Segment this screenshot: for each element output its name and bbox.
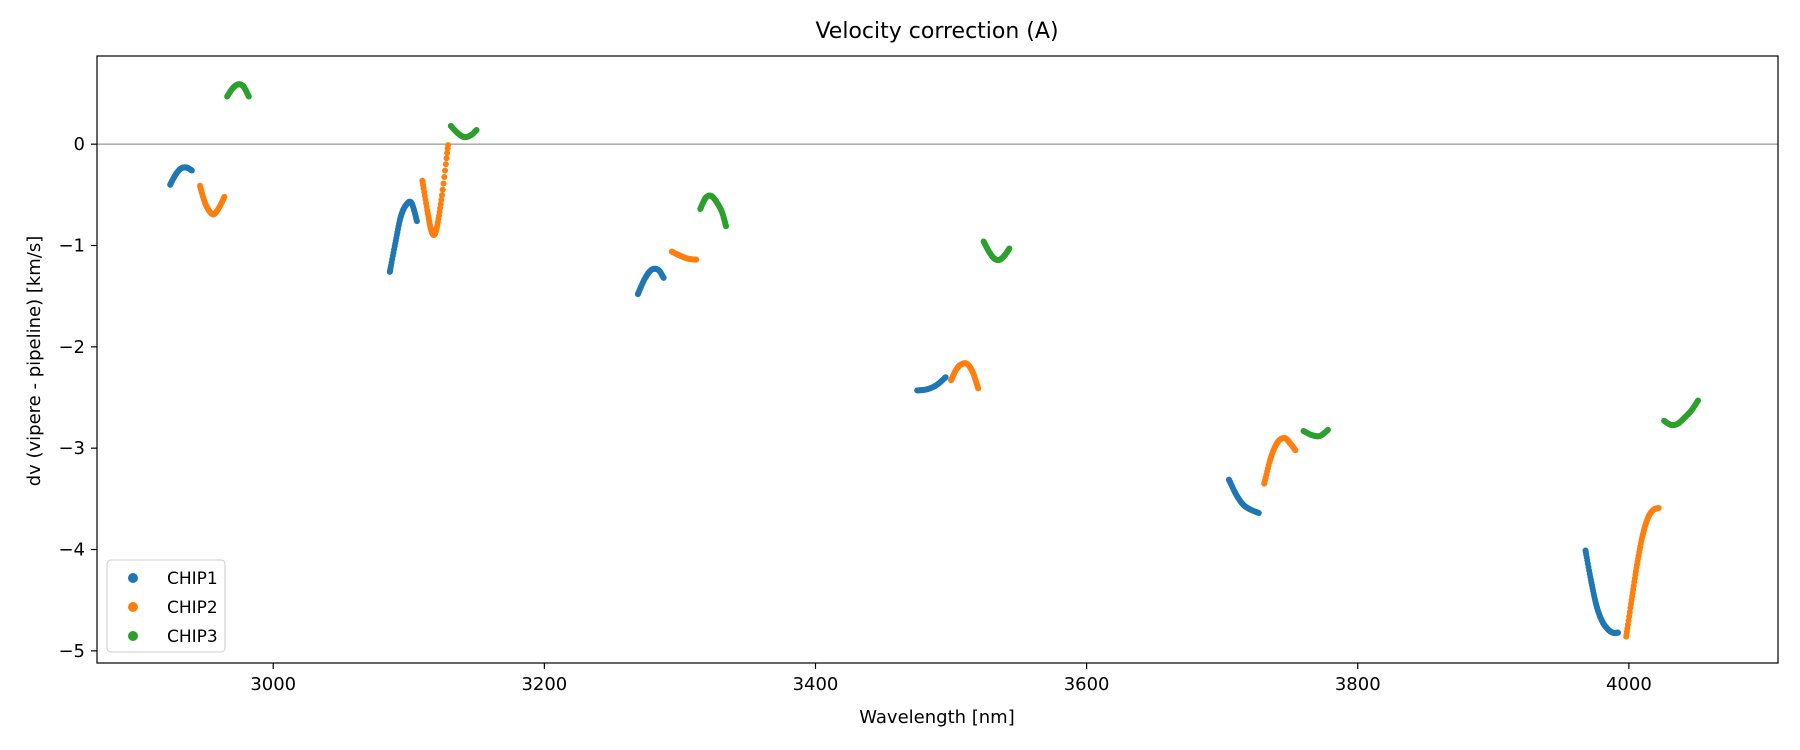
data-point: [245, 93, 252, 100]
axes-frame: [96, 55, 1779, 664]
legend: CHIP1 CHIP2 CHIP3: [106, 559, 226, 653]
data-point: [1655, 504, 1662, 511]
chart-title: Velocity correction (A): [815, 19, 1058, 44]
data-point: [942, 374, 949, 381]
x-axis-label: Wavelength [nm]: [859, 707, 1015, 728]
legend-label-chip1: CHIP1: [167, 569, 218, 589]
y-tick-label: −1: [58, 235, 85, 256]
y-tick-label: −4: [58, 540, 85, 561]
y-tick-label: 0: [74, 134, 85, 155]
x-tick-label: 3200: [521, 674, 567, 695]
series-chip1: [167, 164, 1622, 636]
data-point: [660, 274, 667, 281]
data-point: [439, 186, 446, 193]
data-point: [443, 155, 450, 162]
data-point: [441, 174, 448, 181]
y-tick-label: −5: [58, 641, 85, 662]
series-chip3: [224, 81, 1702, 440]
y-tick-label: −2: [58, 337, 85, 358]
y-axis-label: dv (vipere - pipeline) [km/s]: [24, 236, 45, 487]
x-tick-label: 3000: [250, 674, 296, 695]
data-point: [1324, 426, 1331, 433]
data-point: [1255, 510, 1262, 517]
x-tick-label: 4000: [1606, 674, 1652, 695]
data-point: [445, 142, 452, 149]
data-point: [221, 193, 228, 200]
data-point: [438, 196, 445, 203]
data-point: [440, 180, 447, 187]
data-point: [444, 149, 451, 156]
legend-marker-chip3: [128, 631, 138, 641]
x-tick-label: 3600: [1064, 674, 1110, 695]
data-point: [693, 256, 700, 263]
x-tick-label: 3400: [793, 674, 839, 695]
legend-box: [106, 559, 226, 653]
legend-label-chip3: CHIP3: [167, 627, 218, 647]
data-point: [188, 167, 195, 174]
data-point: [1006, 245, 1013, 252]
x-tick-label: 3800: [1335, 674, 1381, 695]
data-point: [1695, 397, 1702, 404]
series-chip2: [197, 142, 1662, 640]
data-point: [723, 223, 730, 230]
legend-marker-chip1: [128, 573, 138, 583]
data-point: [1615, 629, 1622, 636]
plot-area: 3000 3200 3400 3600 3800 4000 0 −1 −2 −3 −4 −5: [58, 55, 1779, 695]
data-point: [438, 192, 445, 199]
data-point: [1292, 447, 1299, 454]
legend-marker-chip2: [128, 602, 138, 612]
data-point: [473, 126, 480, 133]
y-tick-label: −3: [58, 438, 85, 459]
data-point: [442, 161, 449, 168]
data-point: [413, 218, 420, 225]
data-point: [975, 385, 982, 392]
data-point: [442, 167, 449, 174]
legend-label-chip2: CHIP2: [167, 598, 218, 618]
